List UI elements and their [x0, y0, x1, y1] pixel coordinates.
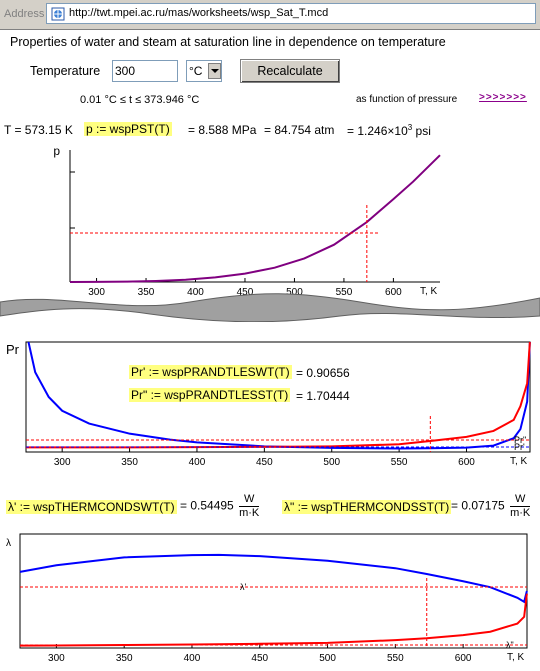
pressure-psi: = 1.246×103 psi [347, 123, 431, 138]
range-text: 0.01 °C ≤ t ≤ 373.946 °C [80, 94, 200, 106]
prandtl-chart-x-tick-label: 300 [54, 457, 71, 468]
pressure-formula: p := wspPST(T) [84, 122, 172, 136]
pressure-chart-x-axis-label: T, K [420, 286, 438, 297]
thermcond-chart-x-tick-label: 550 [387, 653, 404, 664]
prandtl-liquid-value: = 0.90656 [296, 366, 350, 380]
prandtl-vapor-formula: Pr" := wspPRANDTLESST(T) [129, 388, 291, 402]
recalculate-button[interactable]: Recalculate [240, 59, 340, 83]
section-divider [0, 293, 540, 322]
thermcond-chart-x-tick-label: 350 [116, 653, 133, 664]
pressure-chart-x-tick-label: 550 [336, 287, 353, 298]
pressure-chart-x-tick-label: 400 [187, 287, 204, 298]
page-icon [51, 7, 65, 24]
pressure-link-prefix: as function of pressure [356, 94, 458, 105]
prandtl-liquid-formula: Pr' := wspPRANDTLESWT(T) [129, 365, 292, 379]
pressure-chart-x-tick-label: 450 [237, 287, 254, 298]
prandtl-chart-x-tick-label: 350 [121, 457, 138, 468]
thermcond-chart-x-tick-label: 300 [48, 653, 65, 664]
prandtl-ylabel: Pr [6, 342, 19, 357]
thermcond-chart-series-line [19, 553, 528, 604]
prandtl-chart-x-tick-label: 500 [323, 457, 340, 468]
prandtl-chart-marker-hline-label: Pr' [514, 442, 525, 452]
temperature-input[interactable] [112, 60, 178, 82]
chevron-down-icon [208, 63, 221, 79]
pressure-chart-series-line [69, 154, 441, 283]
prandtl-chart-series-line [26, 341, 531, 449]
prandtl-chart-x-tick-label: 400 [189, 457, 206, 468]
pressure-atm: = 84.754 atm [264, 123, 335, 137]
thermcond-chart-x-tick-label: 500 [319, 653, 336, 664]
thermcond-ylabel: λ [6, 538, 11, 549]
pressure-chart: p 300 350 400 450 500 550 600 T, K [53, 144, 441, 298]
thermcond-vapor-formula: λ" := wspTHERMCONDSST(T) [282, 500, 452, 514]
prandtl-chart: 300 350 400 450 500 550 600 T, K Pr"Pr' [25, 341, 531, 468]
pressure-chart-x-tick-label: 350 [138, 287, 155, 298]
prandtl-chart-x-axis-label: T, K [510, 456, 528, 467]
pressure-chart-ylabel: p [53, 144, 60, 158]
page-title: Properties of water and steam at saturat… [10, 35, 446, 49]
address-url: http://twt.mpei.ac.ru/mas/worksheets/wsp… [69, 7, 329, 19]
address-label: Address [4, 8, 45, 20]
thermcond-chart-marker-hline-label: λ" [506, 640, 514, 650]
address-input[interactable]: http://twt.mpei.ac.ru/mas/worksheets/wsp… [46, 3, 536, 24]
thermcond-chart-x-tick-label: 600 [455, 653, 472, 664]
prandtl-chart-marker-hline-label: Pr" [514, 435, 526, 445]
pressure-chart-x-tick-label: 300 [88, 287, 105, 298]
pressure-chart-x-tick-label: 600 [385, 287, 402, 298]
pressure-link[interactable]: >>>>>>> [479, 92, 527, 103]
unit-select[interactable]: °C [186, 60, 222, 82]
prandtl-chart-x-tick-label: 550 [391, 457, 408, 468]
thermcond-chart-marker-hline-label: λ' [240, 582, 247, 592]
temperature-kelvin: T = 573.15 K [4, 123, 73, 137]
unit-select-value: °C [189, 64, 203, 78]
thermcond-chart-x-axis-label: T, K [507, 652, 525, 663]
thermcond-liquid-formula: λ' := wspTHERMCONDSWT(T) [6, 500, 177, 514]
pressure-mpa: = 8.588 MPa [188, 123, 257, 137]
thermcond-chart-x-tick-label: 400 [184, 653, 201, 664]
prandtl-vapor-value: = 1.70444 [296, 389, 350, 403]
thermcond-chart-x-tick-label: 450 [251, 653, 268, 664]
pressure-chart-x-tick-label: 500 [286, 287, 303, 298]
address-bar: Address http://twt.mpei.ac.ru/mas/worksh… [0, 0, 540, 30]
temperature-label: Temperature [30, 64, 101, 78]
prandtl-chart-plot-frame [25, 341, 531, 453]
prandtl-chart-x-tick-label: 600 [458, 457, 475, 468]
thermcond-chart: 300 350 400 450 500 550 600 T, K λ' λ" [19, 533, 528, 664]
thermcond-chart-series-line [19, 593, 528, 647]
thermcond-chart-plot-frame [19, 533, 528, 649]
prandtl-chart-x-tick-label: 450 [256, 457, 273, 468]
